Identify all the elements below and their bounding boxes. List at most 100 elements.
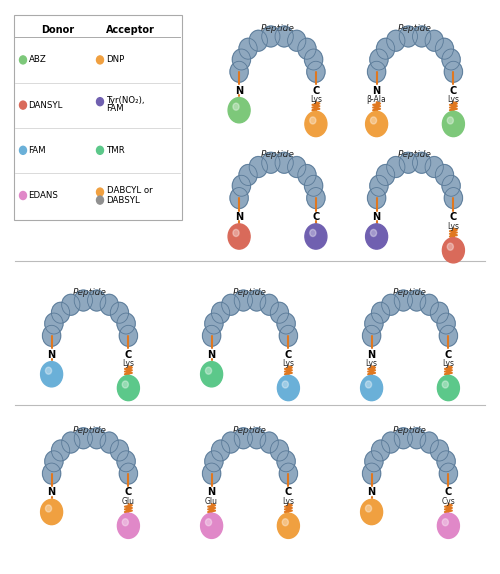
Circle shape [280,463,297,484]
Circle shape [232,49,250,70]
Text: Acceptor: Acceptor [106,25,155,35]
Circle shape [298,165,316,185]
Circle shape [228,224,250,249]
Circle shape [436,38,454,59]
Text: Lys: Lys [282,359,294,369]
Circle shape [120,325,138,346]
Circle shape [118,513,140,538]
Circle shape [305,224,327,249]
Circle shape [275,152,293,173]
Circle shape [206,519,212,526]
Circle shape [442,111,464,137]
Text: Peptide: Peptide [393,426,427,435]
Circle shape [412,152,431,173]
Circle shape [212,302,230,323]
Circle shape [234,428,252,449]
Circle shape [438,375,460,401]
Text: N: N [368,487,376,497]
Text: N: N [208,487,216,497]
Circle shape [232,175,250,196]
Circle shape [382,294,400,315]
Circle shape [440,463,458,484]
Circle shape [200,362,222,387]
Circle shape [42,325,60,346]
Circle shape [270,440,288,461]
Text: DABCYL or: DABCYL or [106,187,152,195]
Text: C: C [445,487,452,497]
Text: TMR: TMR [106,146,126,155]
Circle shape [420,432,438,453]
Circle shape [275,26,293,47]
Circle shape [45,451,63,472]
Text: Lys: Lys [442,359,454,369]
Circle shape [45,313,63,334]
Circle shape [382,432,400,453]
Circle shape [122,381,128,388]
Circle shape [46,367,52,374]
Circle shape [444,61,462,82]
Circle shape [425,30,444,51]
Circle shape [96,56,103,64]
Circle shape [40,362,62,387]
Circle shape [442,49,460,70]
Circle shape [366,505,372,512]
Circle shape [368,61,386,82]
Text: Lys: Lys [366,359,378,369]
Text: N: N [235,212,243,222]
Circle shape [437,451,455,472]
Circle shape [282,519,288,526]
Text: N: N [48,487,56,497]
Circle shape [288,157,306,177]
Circle shape [282,381,288,388]
Circle shape [122,519,128,526]
Circle shape [202,463,220,484]
Circle shape [260,432,278,453]
Circle shape [370,175,388,196]
Circle shape [262,26,280,47]
Circle shape [436,165,454,185]
Text: Peptide: Peptide [393,288,427,297]
Circle shape [442,519,448,526]
Circle shape [372,302,390,323]
Text: Lys: Lys [122,359,134,369]
Circle shape [430,440,448,461]
Text: Peptide: Peptide [260,150,294,160]
Circle shape [437,313,455,334]
Text: C: C [285,487,292,497]
Circle shape [262,152,280,173]
Text: EDANS: EDANS [28,191,58,200]
Circle shape [442,381,448,388]
Text: C: C [312,86,320,95]
Circle shape [96,146,103,154]
Circle shape [222,432,240,453]
Text: N: N [48,350,56,359]
Circle shape [212,440,230,461]
Circle shape [74,290,92,311]
Circle shape [307,188,325,208]
Circle shape [42,463,60,484]
Circle shape [96,98,103,106]
Circle shape [62,294,80,315]
Circle shape [62,432,80,453]
Text: C: C [125,487,132,497]
Circle shape [366,111,388,137]
Text: Peptide: Peptide [73,426,107,435]
Circle shape [88,290,106,311]
Text: Tyr(NO₂),: Tyr(NO₂), [106,96,145,105]
Circle shape [438,513,460,538]
Text: N: N [372,86,380,95]
Circle shape [118,375,140,401]
Text: C: C [285,350,292,359]
Circle shape [310,117,316,124]
Text: DNP: DNP [106,56,125,64]
Circle shape [280,325,297,346]
Circle shape [202,325,220,346]
Circle shape [408,428,426,449]
Text: Lys: Lys [282,497,294,506]
Circle shape [96,196,103,204]
Circle shape [365,451,383,472]
Circle shape [222,294,240,315]
Circle shape [408,290,426,311]
Circle shape [425,157,444,177]
Circle shape [442,175,460,196]
